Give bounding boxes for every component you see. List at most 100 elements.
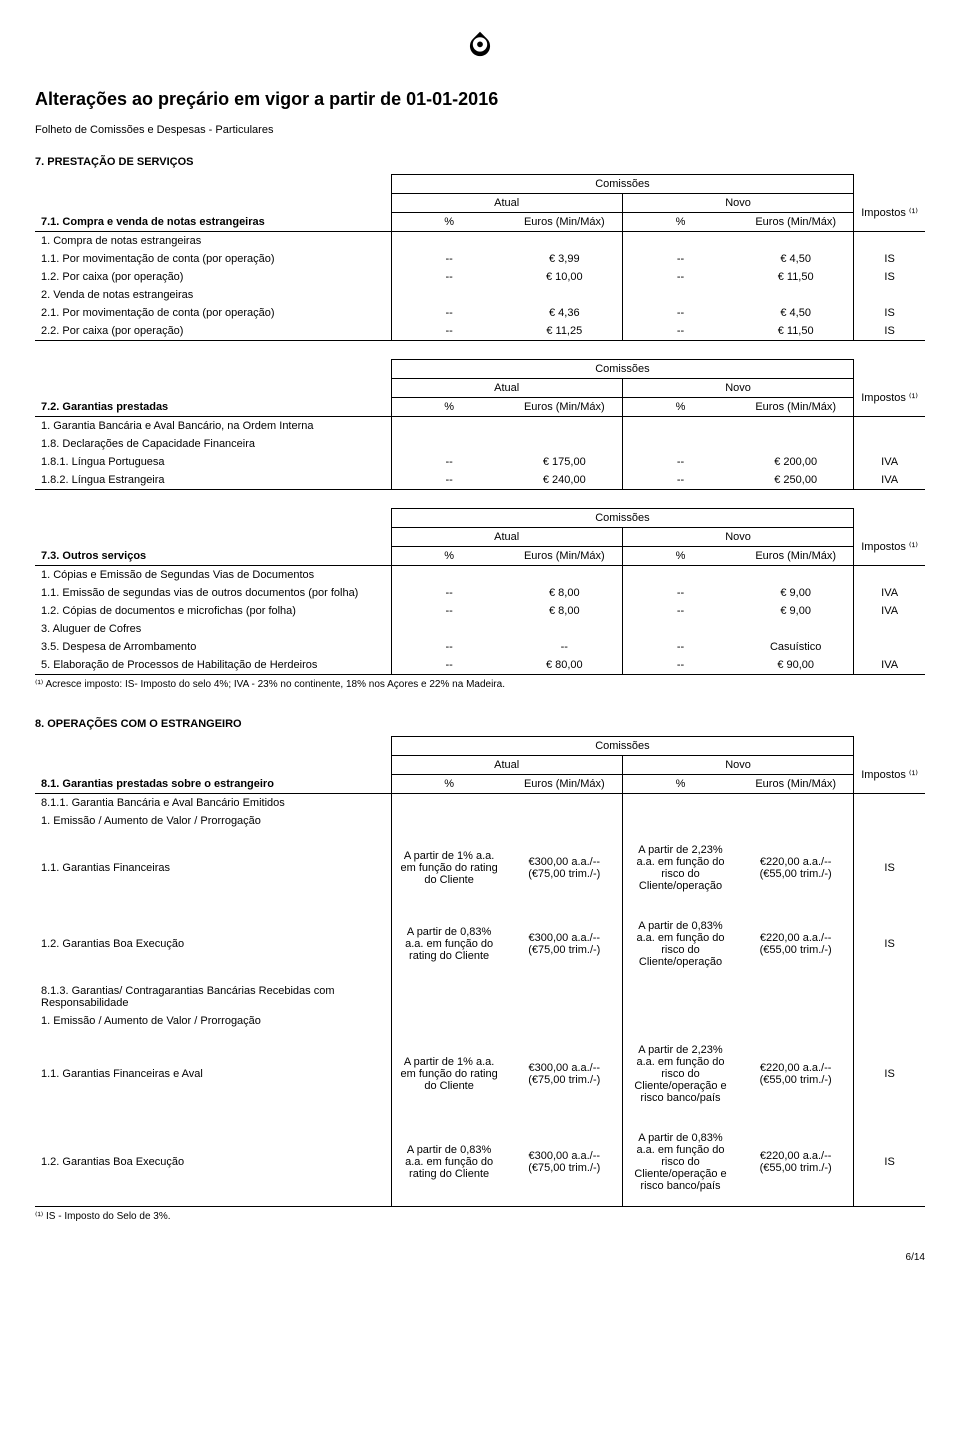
row-atual-pct: A partir de 0,83% a.a. em função do rati… <box>391 1118 507 1207</box>
row-desc: 1.8.1. Língua Portuguesa <box>35 453 391 471</box>
row-novo-eur: € 4,50 <box>738 250 854 268</box>
row-desc: 2.1. Por movimentação de conta (por oper… <box>35 304 391 322</box>
row-atual-pct: -- <box>391 268 507 286</box>
header-comissoes-row: Comissões <box>35 737 925 756</box>
group-label: 3. Aluguer de Cofres <box>35 620 391 638</box>
row-atual-pct: A partir de 1% a.a. em função do rating … <box>391 1030 507 1118</box>
header-atual-novo-row: Atual Novo Impostos ⁽¹⁾ <box>35 194 925 213</box>
row-tax: IS <box>854 1030 925 1118</box>
row-novo-eur: €220,00 a.a./-- (€55,00 trim./-) <box>738 830 854 906</box>
row-novo-pct: -- <box>622 656 738 675</box>
row-novo-pct: A partir de 2,23% a.a. em função do risc… <box>622 1030 738 1118</box>
row-novo-eur: € 11,50 <box>738 268 854 286</box>
row-tax: IS <box>854 250 925 268</box>
group-label: 1. Garantia Bancária e Aval Bancário, na… <box>35 417 391 436</box>
row-tax: IVA <box>854 602 925 620</box>
group-label-row: 2. Venda de notas estrangeiras <box>35 286 925 304</box>
novo-header: Novo <box>622 194 853 213</box>
row-atual-pct: -- <box>391 453 507 471</box>
table-row: 1.1. Garantias FinanceirasA partir de 1%… <box>35 830 925 906</box>
group-label: 2. Venda de notas estrangeiras <box>35 286 391 304</box>
row-tax: IVA <box>854 453 925 471</box>
row-atual-pct: -- <box>391 322 507 341</box>
row-novo-pct: -- <box>622 602 738 620</box>
row-tax: IVA <box>854 584 925 602</box>
row-atual-pct: -- <box>391 656 507 675</box>
group-label-row: 1. Emissão / Aumento de Valor / Prorroga… <box>35 1012 925 1030</box>
row-atual-eur: -- <box>507 638 623 656</box>
col-eur: Euros (Min/Máx) <box>507 213 623 232</box>
bank-logo <box>35 30 925 69</box>
row-atual-eur: €300,00 a.a./-- (€75,00 trim./-) <box>507 1118 623 1207</box>
row-novo-eur: €220,00 a.a./-- (€55,00 trim./-) <box>738 1118 854 1207</box>
header-comissoes-row: Comissões <box>35 175 925 194</box>
row-novo-eur: € 4,50 <box>738 304 854 322</box>
row-novo-pct: -- <box>622 638 738 656</box>
group-label-row: 1. Compra de notas estrangeiras <box>35 232 925 251</box>
row-tax <box>854 638 925 656</box>
table-row: 1.2. Cópias de documentos e microfichas … <box>35 602 925 620</box>
col-eur: Euros (Min/Máx) <box>738 213 854 232</box>
impostos-header: Impostos ⁽¹⁾ <box>854 194 925 232</box>
row-novo-pct: -- <box>622 453 738 471</box>
row-novo-pct: A partir de 0,83% a.a. em função do risc… <box>622 1118 738 1207</box>
table-row: 1.1. Por movimentação de conta (por oper… <box>35 250 925 268</box>
row-desc: 1.2. Por caixa (por operação) <box>35 268 391 286</box>
group-label: 1. Compra de notas estrangeiras <box>35 232 391 251</box>
row-desc: 2.2. Por caixa (por operação) <box>35 322 391 341</box>
row-tax: IS <box>854 1118 925 1207</box>
header-cols-row: 7.2. Garantias prestadas %Euros (Min/Máx… <box>35 398 925 417</box>
row-novo-pct: A partir de 0,83% a.a. em função do risc… <box>622 906 738 982</box>
row-tax: IS <box>854 268 925 286</box>
row-atual-pct: -- <box>391 638 507 656</box>
row-atual-eur: € 3,99 <box>507 250 623 268</box>
row-tax: IS <box>854 322 925 341</box>
table-8-1-name: 8.1. Garantias prestadas sobre o estrang… <box>35 775 391 794</box>
table-row: 3.5. Despesa de Arrombamento------Casuís… <box>35 638 925 656</box>
table-7-2: Comissões AtualNovoImpostos ⁽¹⁾ 7.2. Gar… <box>35 359 925 490</box>
row-atual-pct: A partir de 1% a.a. em função do rating … <box>391 830 507 906</box>
row-desc: 1.1. Garantias Financeiras <box>35 830 391 906</box>
row-tax: IS <box>854 830 925 906</box>
row-novo-eur: € 200,00 <box>738 453 854 471</box>
comissoes-header: Comissões <box>391 175 854 194</box>
header-cols-row: 8.1. Garantias prestadas sobre o estrang… <box>35 775 925 794</box>
row-novo-eur: Casuístico <box>738 638 854 656</box>
row-atual-eur: € 4,36 <box>507 304 623 322</box>
row-atual-eur: € 8,00 <box>507 584 623 602</box>
row-desc: 3.5. Despesa de Arrombamento <box>35 638 391 656</box>
group-label: 8.1.1. Garantia Bancária e Aval Bancário… <box>35 794 391 813</box>
group-label-row: 1.8. Declarações de Capacidade Financeir… <box>35 435 925 453</box>
table-7-1-name: 7.1. Compra e venda de notas estrangeira… <box>35 213 391 232</box>
row-novo-pct: -- <box>622 471 738 490</box>
header-atual-novo-row: AtualNovoImpostos ⁽¹⁾ <box>35 528 925 547</box>
group-label: 1. Emissão / Aumento de Valor / Prorroga… <box>35 812 391 830</box>
footnote-section8: ⁽¹⁾ IS - Imposto do Selo de 3%. <box>35 1211 925 1222</box>
row-atual-pct: -- <box>391 471 507 490</box>
table-7-3: Comissões AtualNovoImpostos ⁽¹⁾ 7.3. Out… <box>35 508 925 675</box>
row-novo-eur: € 9,00 <box>738 602 854 620</box>
section-8-title: 8. OPERAÇÕES COM O ESTRANGEIRO <box>35 718 925 730</box>
group-label: 8.1.3. Garantias/ Contragarantias Bancár… <box>35 982 391 1012</box>
row-novo-eur: € 250,00 <box>738 471 854 490</box>
row-atual-pct: -- <box>391 584 507 602</box>
row-atual-eur: €300,00 a.a./-- (€75,00 trim./-) <box>507 906 623 982</box>
row-tax: IVA <box>854 656 925 675</box>
row-novo-eur: €220,00 a.a./-- (€55,00 trim./-) <box>738 1030 854 1118</box>
row-atual-eur: €300,00 a.a./-- (€75,00 trim./-) <box>507 830 623 906</box>
group-label-row: 1. Cópias e Emissão de Segundas Vias de … <box>35 566 925 585</box>
group-label-row: 8.1.3. Garantias/ Contragarantias Bancár… <box>35 982 925 1012</box>
row-desc: 1.1. Por movimentação de conta (por oper… <box>35 250 391 268</box>
row-novo-pct: -- <box>622 268 738 286</box>
row-novo-eur: € 9,00 <box>738 584 854 602</box>
table-row: 1.2. Garantias Boa ExecuçãoA partir de 0… <box>35 1118 925 1207</box>
row-atual-pct: -- <box>391 602 507 620</box>
table-7-1: Comissões Atual Novo Impostos ⁽¹⁾ 7.1. C… <box>35 174 925 341</box>
page-number: 6/14 <box>35 1252 925 1263</box>
row-atual-eur: € 80,00 <box>507 656 623 675</box>
page-subtitle: Folheto de Comissões e Despesas - Partic… <box>35 124 925 136</box>
table-row: 1.8.1. Língua Portuguesa--€ 175,00--€ 20… <box>35 453 925 471</box>
row-atual-eur: €300,00 a.a./-- (€75,00 trim./-) <box>507 1030 623 1118</box>
table-8-1: Comissões AtualNovoImpostos ⁽¹⁾ 8.1. Gar… <box>35 736 925 1207</box>
group-label-row: 8.1.1. Garantia Bancária e Aval Bancário… <box>35 794 925 813</box>
